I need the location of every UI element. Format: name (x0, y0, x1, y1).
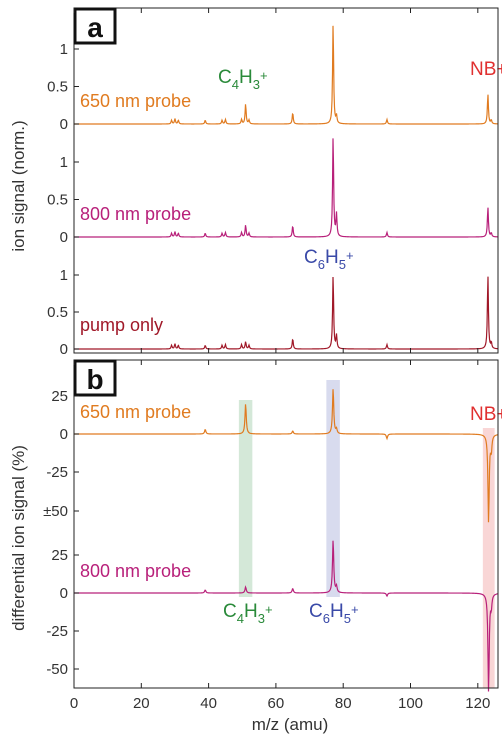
series-line-a-1 (74, 138, 499, 238)
series-line-a-2 (74, 276, 499, 350)
series-label-a-1: 800 nm probe (80, 204, 191, 224)
y-tick-label: -25 (46, 623, 68, 640)
panel-a-frame (73, 7, 499, 354)
y-tick-label: 0 (60, 116, 68, 133)
x-tick-label: 0 (70, 695, 78, 712)
panel-a-ylabel: ion signal (norm.) (9, 120, 28, 251)
y-tick-label: 0.5 (47, 192, 68, 209)
series-label-b-1: 800 nm probe (80, 561, 191, 581)
series-label-a-2: pump only (80, 315, 163, 335)
x-tick-label: 100 (398, 695, 423, 712)
x-tick-label: 80 (335, 695, 352, 712)
panel-b-frame (73, 359, 499, 689)
y-tick-label: 25 (51, 388, 68, 405)
panel-a-label-box (73, 7, 117, 45)
y-tick-label: 0.5 (47, 79, 68, 96)
ion-label-c6h5-b: C6H5+ (309, 601, 359, 626)
y-tick-label: 0.5 (47, 304, 68, 321)
y-tick-label: 0 (60, 426, 68, 443)
y-tick-label: 1 (60, 41, 68, 58)
y-tick-label: 0 (60, 341, 68, 358)
y-tick-label: 1 (60, 267, 68, 284)
series-label-a-0: 650 nm probe (80, 91, 191, 111)
ion-label-c4h3-b: C4H3+ (223, 601, 273, 626)
x-tick-label: 60 (268, 695, 285, 712)
series-line-b-0 (74, 389, 499, 523)
y-tick-label: 25 (51, 547, 68, 564)
y-tick-label: -50 (46, 661, 68, 678)
highlight-band-2 (482, 428, 495, 688)
ion-label-c6h5: C6H5+ (304, 247, 354, 272)
y-tick-label: -25 (46, 464, 68, 481)
x-axis-label: m/z (amu) (252, 715, 329, 734)
panel-a-label: a (87, 12, 103, 43)
x-tick-label: 40 (200, 695, 217, 712)
series-label-b-0: 650 nm probe (80, 402, 191, 422)
panel-b-label-box (73, 359, 117, 397)
panel-b-label: b (86, 364, 103, 395)
highlight-band-0 (238, 400, 253, 597)
series-line-b-1 (74, 540, 499, 692)
panel-b-ylabel: differential ion signal (%) (9, 445, 28, 631)
y-tick-label: 0 (60, 585, 68, 602)
y-tick-label-shared: ±50 (43, 503, 68, 520)
y-tick-label: 1 (60, 154, 68, 171)
ion-label-nb-b: NB+ (470, 404, 502, 425)
ion-label-nb: NB+ (470, 59, 502, 80)
ion-label-c4h3: C4H3+ (218, 67, 268, 92)
x-tick-label: 20 (133, 695, 150, 712)
highlight-band-1 (326, 380, 340, 597)
x-tick-label: 120 (465, 695, 490, 712)
y-tick-label: 0 (60, 229, 68, 246)
series-line-a-0 (74, 25, 499, 125)
